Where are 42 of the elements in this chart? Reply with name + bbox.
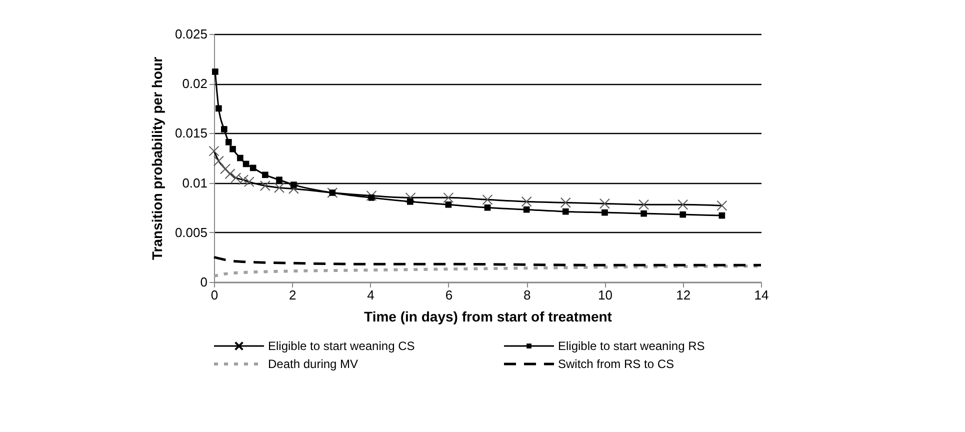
line-series	[212, 256, 762, 266]
y-tick-label: 0.025	[174, 26, 208, 42]
x-tick-label: 6	[445, 288, 453, 302]
y-tick-label: 0.015	[174, 126, 208, 141]
point	[220, 126, 228, 132]
y-axis-title: Transition probability per hour	[148, 56, 165, 260]
point	[230, 146, 236, 152]
point	[445, 201, 452, 208]
point	[250, 164, 256, 172]
point	[602, 209, 608, 216]
x-tick-label: 4	[367, 288, 374, 302]
point	[212, 68, 218, 75]
point	[718, 212, 726, 219]
point	[216, 105, 222, 112]
point	[276, 176, 282, 183]
legend-label: Eligible to start weaning RS	[558, 339, 705, 353]
x-tick-label: 12	[676, 288, 691, 302]
point	[484, 204, 491, 211]
point	[237, 154, 244, 162]
point	[242, 160, 250, 168]
x-tick-label: 8	[523, 288, 531, 302]
point	[523, 206, 530, 213]
legend-label: Eligible to start weaning CS	[268, 339, 415, 353]
point	[680, 211, 686, 218]
point	[225, 138, 232, 146]
y-tick-label: 0.02	[182, 76, 208, 92]
x-tick-label: 2	[289, 288, 296, 302]
point	[406, 198, 414, 205]
legend-label: Death during MV	[268, 357, 358, 371]
y-tick-label: 0.005	[174, 224, 208, 240]
y-tick-label: 0	[200, 274, 208, 290]
point	[262, 172, 268, 178]
x-axis-title: Time (in days) from start of treatment	[364, 308, 612, 324]
x-tick-label: 14	[754, 288, 769, 302]
point	[640, 210, 647, 217]
x-tick-label: 0	[210, 288, 218, 302]
point	[562, 208, 569, 215]
point	[290, 182, 297, 188]
point	[368, 194, 375, 201]
y-tick-label: 0.01	[182, 175, 208, 190]
legend-label: Switch from RS to CS	[558, 357, 674, 371]
x-tick-label: 10	[598, 288, 612, 302]
